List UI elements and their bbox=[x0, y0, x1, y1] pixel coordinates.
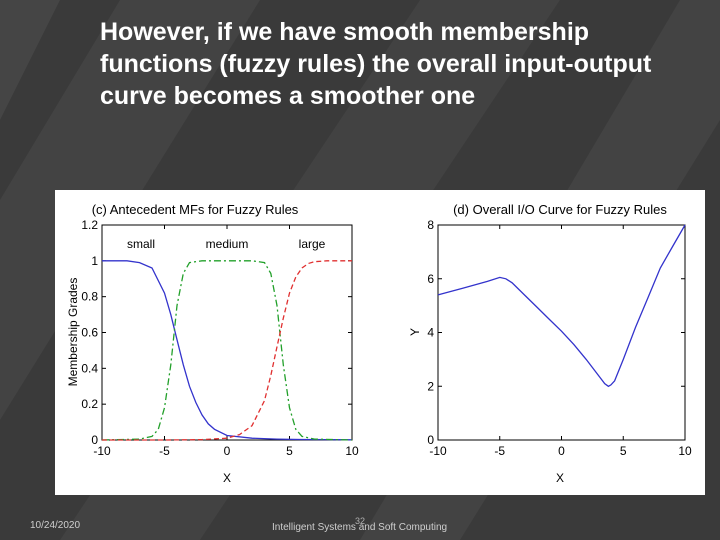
slide-title: However, if we have smooth membership fu… bbox=[100, 18, 652, 110]
chart-d-xtick-label: 0 bbox=[558, 444, 565, 458]
chart-c-xtick-label: 10 bbox=[345, 444, 359, 458]
chart-c-annotation-medium: medium bbox=[206, 237, 249, 251]
chart-d-xtick-label: 5 bbox=[620, 444, 627, 458]
chart-c-ytick-label: 0.4 bbox=[81, 361, 98, 375]
chart-d-ytick-label: 0 bbox=[427, 433, 434, 447]
chart-d-ytick-label: 6 bbox=[427, 272, 434, 286]
chart-c-ylabel: Membership Grades bbox=[66, 278, 80, 387]
footer-page-number: 32 bbox=[355, 516, 366, 526]
chart-d-xtick-label: -10 bbox=[429, 444, 447, 458]
chart-c-ytick-label: 1 bbox=[91, 254, 98, 268]
chart-c-series-medium bbox=[101, 260, 353, 441]
chart-c-series-large bbox=[102, 260, 352, 441]
chart-c-ytick-label: 0.2 bbox=[81, 397, 98, 411]
chart-c-axes-box bbox=[101, 224, 353, 441]
chart-d-title: (d) Overall I/O Curve for Fuzzy Rules bbox=[453, 202, 667, 217]
chart-c-xtick-label: 0 bbox=[224, 444, 231, 458]
chart-figure: (c) Antecedent MFs for Fuzzy Rules (d) O… bbox=[55, 190, 705, 495]
chart-d-axes-box bbox=[437, 224, 686, 441]
chart-d-xlabel: X bbox=[556, 471, 564, 485]
chart-d-series-i-o-curve bbox=[437, 224, 686, 388]
chart-c-ytick-label: 0 bbox=[91, 433, 98, 447]
chart-c-xtick-label: 5 bbox=[286, 444, 293, 458]
chart-c-xtick-label: -10 bbox=[93, 444, 111, 458]
chart-d-ytick-label: 2 bbox=[427, 379, 434, 393]
chart-c-title: (c) Antecedent MFs for Fuzzy Rules bbox=[92, 202, 299, 217]
chart-svg: (c) Antecedent MFs for Fuzzy Rules (d) O… bbox=[66, 202, 692, 485]
footer-date: 10/24/2020 bbox=[30, 520, 81, 531]
chart-c-xlabel: X bbox=[223, 471, 231, 485]
chart-c-ytick-label: 1.2 bbox=[81, 218, 98, 232]
chart-d-ytick-label: 8 bbox=[427, 218, 434, 232]
chart-d-ylabel: Y bbox=[408, 328, 422, 336]
chart-c-ytick-label: 0.6 bbox=[81, 326, 98, 340]
chart-c-series-small bbox=[102, 260, 353, 441]
footer-course: Intelligent Systems and Soft Computing bbox=[272, 522, 448, 533]
chart-d-ytick-label: 4 bbox=[427, 326, 434, 340]
chart-d-xtick-label: 10 bbox=[678, 444, 692, 458]
chart-c-annotation-small: small bbox=[127, 237, 155, 251]
chart-c-annotation-large: large bbox=[299, 237, 326, 251]
chart-d-xtick-label: -5 bbox=[494, 444, 505, 458]
chart-c-ytick-label: 0.8 bbox=[81, 290, 98, 304]
chart-c-xtick-label: -5 bbox=[159, 444, 170, 458]
